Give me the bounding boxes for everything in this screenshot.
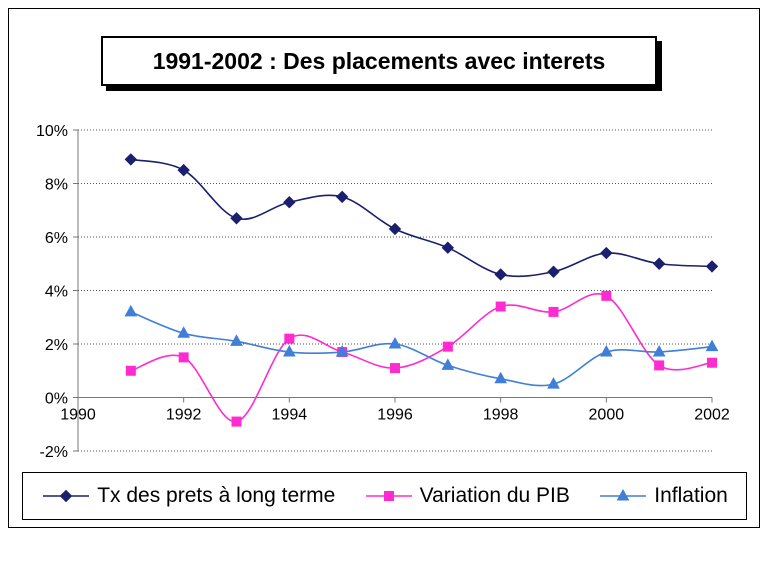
- legend-label: Variation du PIB: [419, 484, 570, 507]
- legend-item: Inflation: [598, 484, 728, 508]
- y-tick-label: 4%: [45, 284, 68, 301]
- x-tick-label: 1998: [483, 407, 519, 424]
- y-tick-label: 10%: [36, 123, 68, 140]
- x-tick-label: 1996: [377, 407, 413, 424]
- data-point: [601, 290, 612, 301]
- data-point: [390, 363, 400, 374]
- data-point: [705, 339, 719, 352]
- chart-title-box: 1991-2002 : Des placements avec interets: [101, 36, 657, 86]
- data-point: [442, 341, 453, 352]
- legend-label: Tx des prets à long terme: [97, 484, 336, 507]
- series-line: [130, 158, 713, 278]
- triangle-marker-icon: [600, 488, 647, 501]
- data-point: [441, 241, 455, 254]
- data-point: [495, 301, 506, 312]
- data-point: [654, 360, 665, 371]
- series-1: [125, 290, 717, 427]
- square-marker-icon: [365, 491, 412, 501]
- data-point: [599, 344, 613, 357]
- legend-item: Tx des prets à long terme: [41, 484, 335, 508]
- data-point: [177, 163, 190, 177]
- data-point: [230, 212, 243, 225]
- data-point: [547, 377, 560, 389]
- x-tick-label: 2002: [694, 407, 730, 424]
- data-point: [230, 334, 243, 346]
- data-point: [548, 306, 559, 317]
- legend-marker: [383, 491, 394, 501]
- y-tick-label: 2%: [45, 337, 68, 354]
- data-point: [705, 260, 719, 273]
- data-point: [231, 416, 242, 427]
- data-point: [124, 304, 138, 317]
- data-point: [388, 336, 402, 349]
- data-point: [388, 222, 402, 236]
- legend-marker: [59, 489, 73, 503]
- data-point: [652, 344, 666, 357]
- legend-label: Inflation: [654, 484, 728, 507]
- data-point: [441, 358, 455, 370]
- x-tick-label: 2000: [589, 407, 625, 424]
- data-point: [335, 190, 349, 204]
- series-0: [124, 153, 719, 281]
- x-tick-label: 1992: [166, 407, 202, 424]
- data-point: [284, 333, 295, 344]
- series-line: [130, 293, 713, 423]
- data-point: [125, 365, 136, 376]
- data-point: [282, 344, 296, 357]
- series-2: [124, 304, 719, 389]
- data-point: [178, 352, 189, 363]
- data-point: [600, 246, 613, 260]
- chart-frame: [8, 8, 760, 528]
- y-tick-label: 6%: [45, 230, 68, 247]
- legend-marker: [616, 488, 630, 501]
- data-point: [707, 357, 717, 368]
- data-point: [283, 196, 296, 209]
- data-point: [547, 265, 560, 278]
- x-tick-label: 1994: [272, 407, 308, 424]
- y-tick-label: -2%: [40, 444, 68, 461]
- legend-item: Variation du PIB: [364, 484, 570, 508]
- data-point: [494, 268, 507, 281]
- y-tick-label: 8%: [45, 177, 68, 194]
- diamond-marker-icon: [43, 489, 90, 503]
- data-point: [335, 344, 349, 357]
- x-tick-label: 1990: [60, 407, 96, 424]
- series-line: [130, 311, 713, 387]
- chart-legend: Tx des prets à long terme Variation du PI…: [22, 472, 747, 520]
- data-point: [494, 371, 508, 384]
- chart-title: 1991-2002 : Des placements avec interets: [152, 47, 606, 74]
- data-point: [124, 153, 138, 166]
- data-point: [652, 257, 666, 270]
- data-point: [177, 326, 191, 338]
- y-tick-label: 0%: [45, 391, 68, 408]
